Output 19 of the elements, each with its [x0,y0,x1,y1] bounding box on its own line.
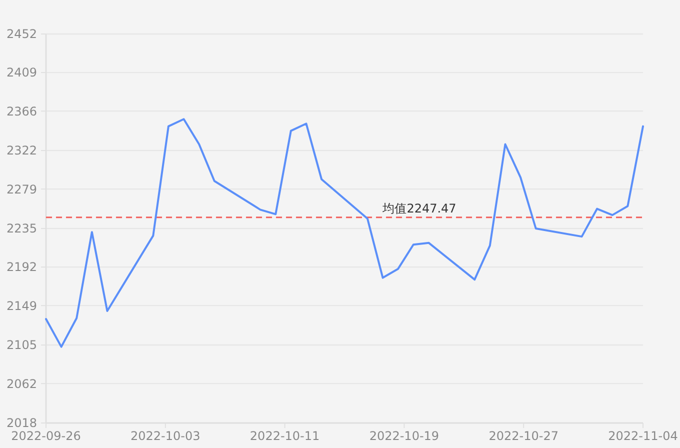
y-tick-label: 2322 [6,144,37,158]
y-tick-label: 2062 [6,376,37,391]
y-tick-label: 2409 [6,66,37,80]
y-tick-label: 2105 [6,338,37,352]
x-tick-label: 2022-10-03 [130,429,200,443]
y-tick-label: 2366 [6,104,37,118]
y-tick-label: 2279 [6,182,37,196]
x-tick-label: 2022-10-19 [369,429,440,443]
x-tick-label: 2022-11-04 [608,429,678,443]
x-tick-label: 2022-09-26 [11,429,81,443]
y-tick-label: 2235 [6,222,37,236]
y-tick-label: 2149 [6,298,37,313]
y-tick-label: 2452 [6,27,37,42]
x-tick-label: 2022-10-27 [488,429,558,443]
x-tick-label: 2022-10-11 [250,429,320,443]
y-tick-label: 2018 [6,416,37,430]
y-tick-label: 2192 [6,260,37,274]
line-series [45,118,644,348]
ref-line-label: 均值2247.47 [382,201,456,216]
